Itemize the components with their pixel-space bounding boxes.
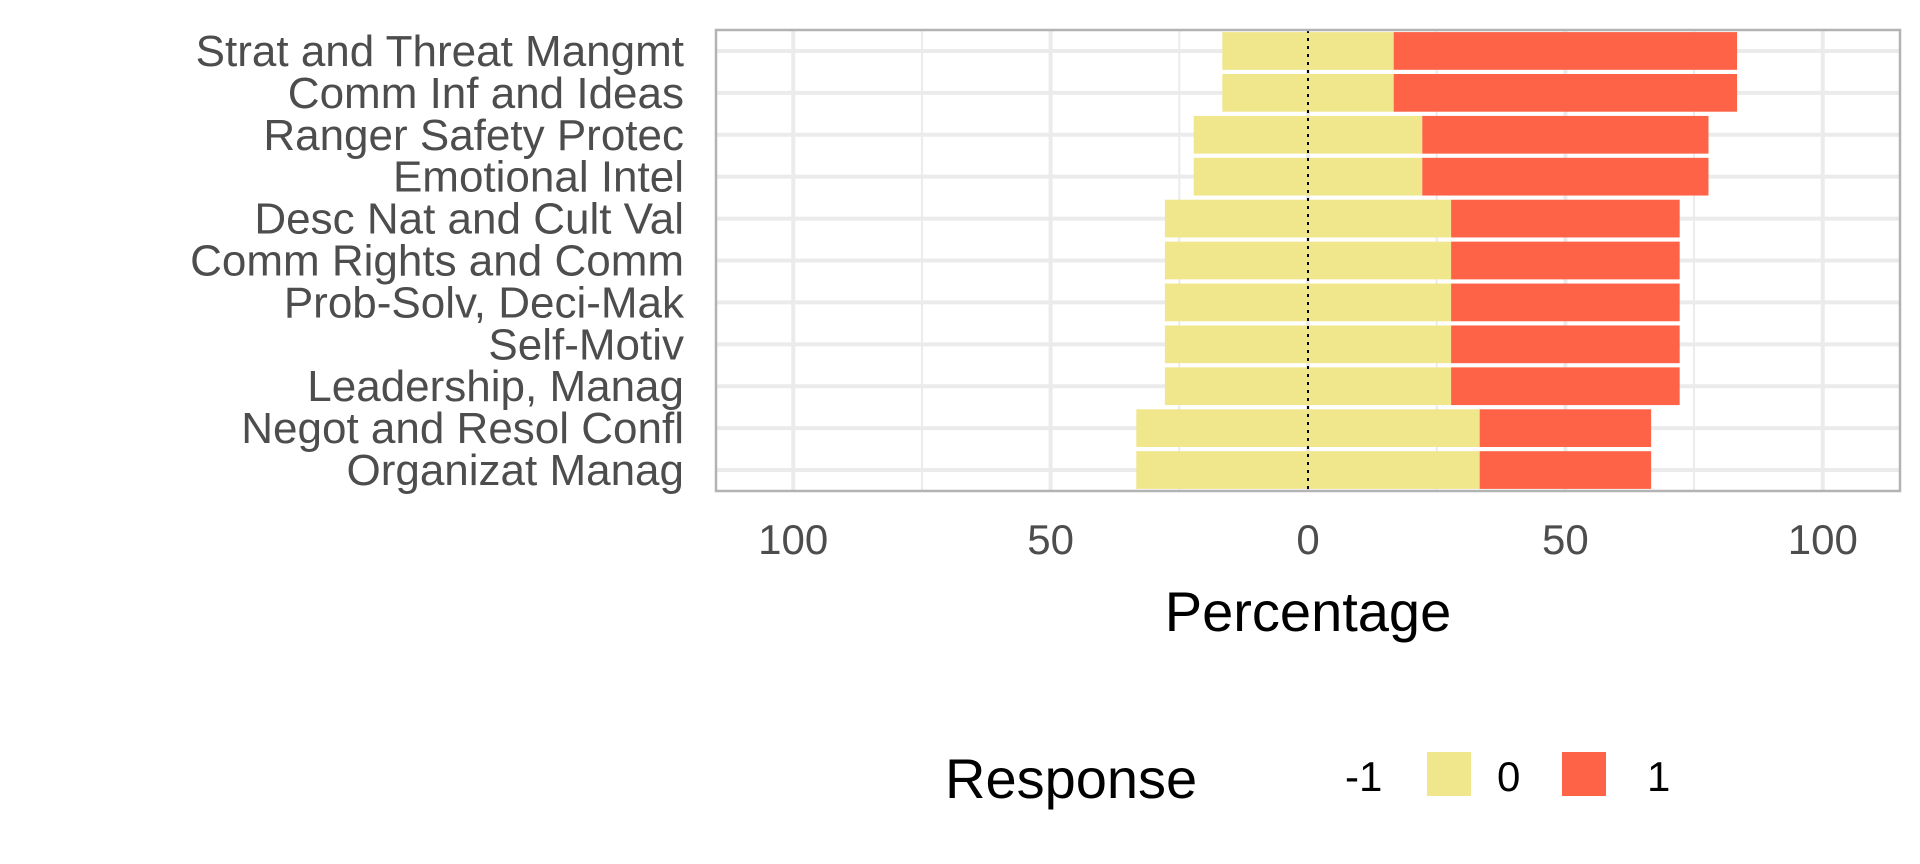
bars <box>1136 32 1738 489</box>
x-axis-title: Percentage <box>1165 580 1451 643</box>
legend-title: Response <box>945 747 1197 810</box>
bar-positive <box>1422 115 1709 154</box>
category-label: Emotional Intel <box>393 153 684 202</box>
x-tick-label: 100 <box>758 516 828 563</box>
x-tick-label: 50 <box>1542 516 1589 563</box>
legend-key <box>1427 752 1471 796</box>
x-tick-label: 100 <box>1788 516 1858 563</box>
category-label: Negot and Resol Confl <box>241 404 684 453</box>
bar-positive <box>1451 199 1680 238</box>
legend-items: -1 0 1 <box>1345 752 1670 800</box>
legend: Response -1 0 1 <box>945 747 1670 810</box>
plot-panel <box>714 28 1902 493</box>
bar-positive <box>1479 409 1652 447</box>
bar-positive <box>1451 283 1680 322</box>
category-label: Prob-Solv, Deci-Mak <box>284 278 685 327</box>
category-label: Comm Rights and Comm <box>190 237 684 286</box>
category-label: Leadership, Manag <box>307 362 684 411</box>
bar-positive <box>1451 241 1680 280</box>
legend-label: 0 <box>1497 753 1520 800</box>
x-tick-label: 50 <box>1027 516 1074 563</box>
legend-label: 1 <box>1647 753 1670 800</box>
category-label: Strat and Threat Mangmt <box>196 27 684 76</box>
bar-positive <box>1393 32 1738 70</box>
category-label: Self-Motiv <box>488 320 684 369</box>
category-label: Ranger Safety Protec <box>263 111 684 160</box>
x-tick-labels: 100 50 0 50 100 <box>758 516 1858 563</box>
plot-border <box>714 28 1902 493</box>
x-tick-label: 0 <box>1296 516 1319 563</box>
legend-key <box>1562 752 1606 796</box>
category-label: Desc Nat and Cult Val <box>254 195 684 244</box>
category-label: Organizat Manag <box>346 446 684 495</box>
bar-positive <box>1451 325 1680 364</box>
bar-positive <box>1393 74 1738 112</box>
bar-positive <box>1479 451 1652 489</box>
legend-label: -1 <box>1345 753 1382 800</box>
bar-positive <box>1451 367 1680 406</box>
category-label: Comm Inf and Ideas <box>288 69 684 118</box>
bar-positive <box>1422 157 1709 196</box>
